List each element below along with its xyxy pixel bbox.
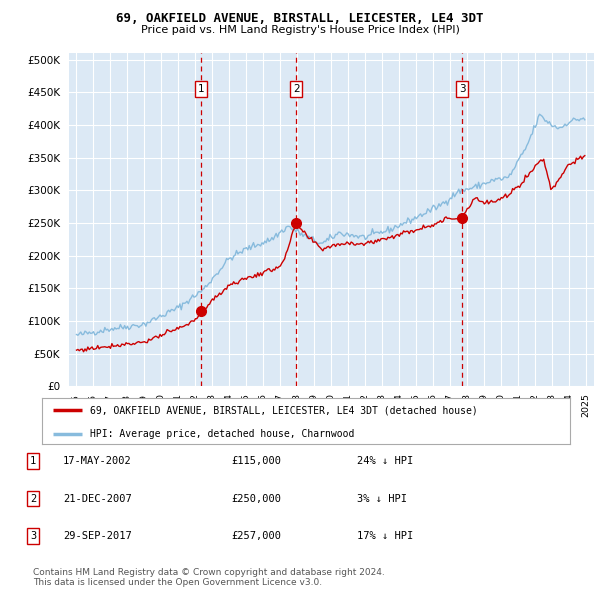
Text: £115,000: £115,000 — [231, 457, 281, 466]
Text: 3: 3 — [459, 84, 466, 94]
Text: 1: 1 — [30, 457, 36, 466]
Text: 24% ↓ HPI: 24% ↓ HPI — [357, 457, 413, 466]
Text: 3: 3 — [30, 531, 36, 540]
Text: 2: 2 — [293, 84, 299, 94]
Text: 17-MAY-2002: 17-MAY-2002 — [63, 457, 132, 466]
Text: 21-DEC-2007: 21-DEC-2007 — [63, 494, 132, 503]
Text: 69, OAKFIELD AVENUE, BIRSTALL, LEICESTER, LE4 3DT (detached house): 69, OAKFIELD AVENUE, BIRSTALL, LEICESTER… — [89, 405, 477, 415]
Text: 69, OAKFIELD AVENUE, BIRSTALL, LEICESTER, LE4 3DT: 69, OAKFIELD AVENUE, BIRSTALL, LEICESTER… — [116, 12, 484, 25]
Text: 1: 1 — [198, 84, 205, 94]
Text: HPI: Average price, detached house, Charnwood: HPI: Average price, detached house, Char… — [89, 428, 354, 438]
Text: Contains HM Land Registry data © Crown copyright and database right 2024.
This d: Contains HM Land Registry data © Crown c… — [33, 568, 385, 587]
Text: 2: 2 — [30, 494, 36, 503]
Text: Price paid vs. HM Land Registry's House Price Index (HPI): Price paid vs. HM Land Registry's House … — [140, 25, 460, 35]
Text: £257,000: £257,000 — [231, 531, 281, 540]
Text: 29-SEP-2017: 29-SEP-2017 — [63, 531, 132, 540]
Text: 3% ↓ HPI: 3% ↓ HPI — [357, 494, 407, 503]
Text: £250,000: £250,000 — [231, 494, 281, 503]
Text: 17% ↓ HPI: 17% ↓ HPI — [357, 531, 413, 540]
